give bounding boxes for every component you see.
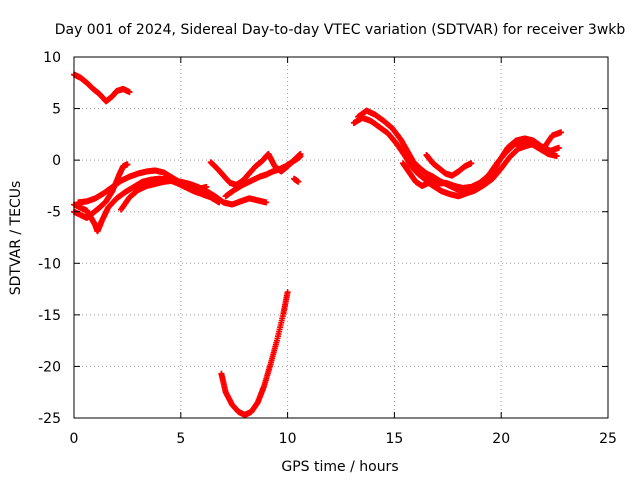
data-point	[126, 89, 133, 96]
x-tick-label: 15	[385, 431, 403, 447]
axis-ticks: 0 5 10 15 20 25 -25 -20 -15 -10 -5 0 5 10	[38, 50, 617, 447]
y-tick-label: -5	[47, 205, 61, 221]
series-arc-8	[291, 175, 302, 185]
x-tick-label: 20	[492, 431, 510, 447]
y-tick-label: -20	[38, 359, 61, 375]
data-point	[124, 161, 131, 168]
series-arc-7	[222, 153, 304, 200]
data-point	[468, 160, 475, 167]
chart-title: Day 001 of 2024, Sidereal Day-to-day VTE…	[55, 22, 626, 38]
data-point	[203, 183, 210, 190]
data-point	[263, 199, 270, 206]
series-arc-1	[71, 71, 133, 105]
y-tick-label: 10	[43, 50, 61, 66]
grid	[74, 57, 608, 418]
y-tick-label: -15	[38, 308, 61, 324]
data-point	[297, 153, 304, 160]
plot-frame	[73, 56, 609, 419]
y-tick-label: -10	[38, 256, 61, 272]
x-axis-label: GPS time / hours	[281, 459, 398, 475]
x-tick-label: 0	[70, 431, 79, 447]
x-tick-label: 10	[279, 431, 297, 447]
series-arc-12	[399, 129, 565, 200]
x-tick-label: 5	[176, 431, 185, 447]
data-point	[284, 289, 291, 296]
data-point	[558, 129, 565, 136]
series-arc-3	[71, 175, 223, 235]
plot-background	[74, 57, 608, 418]
data-point	[295, 178, 302, 185]
data-point	[553, 153, 560, 160]
series-arc-5	[75, 167, 210, 206]
y-axis-label: SDTVAR / TECUs	[8, 181, 24, 296]
series-arc-13	[423, 151, 475, 179]
y-tick-label: 5	[52, 102, 61, 118]
series-arc-9	[218, 289, 291, 418]
y-tick-label: 0	[52, 153, 61, 169]
y-tick-label: -25	[38, 411, 61, 427]
data-points	[71, 71, 565, 418]
x-tick-label: 25	[599, 431, 617, 447]
data-point	[555, 144, 562, 151]
